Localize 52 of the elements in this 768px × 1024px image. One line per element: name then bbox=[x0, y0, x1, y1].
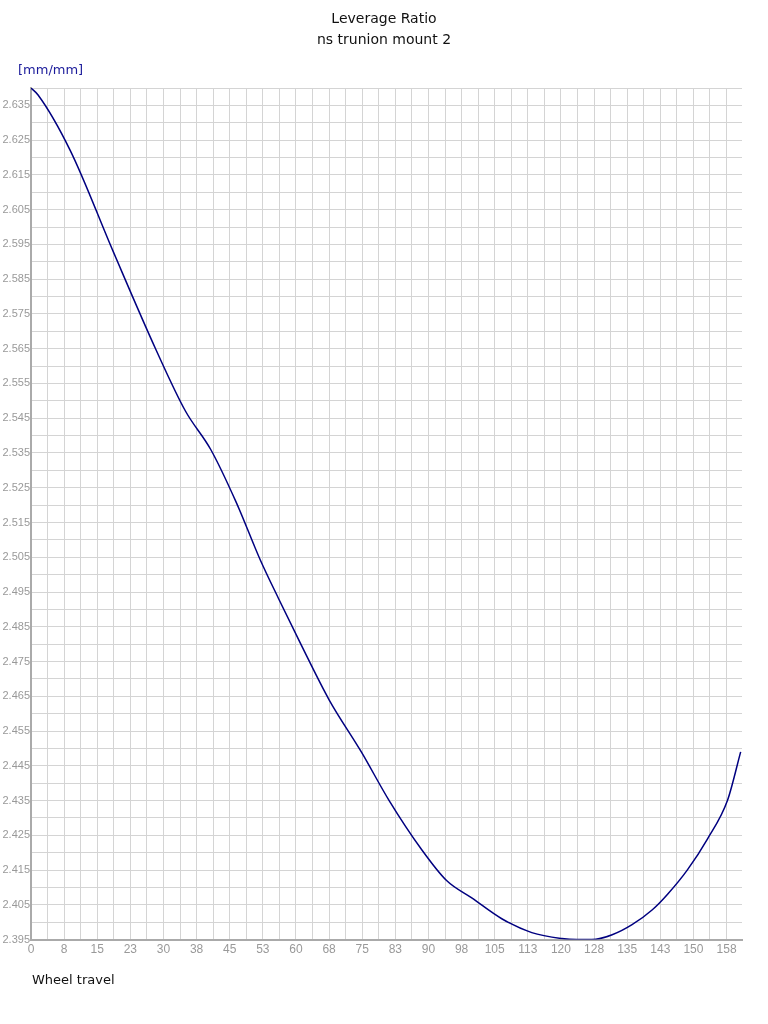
y-tick-label: 2.455 bbox=[2, 724, 30, 737]
chart-title: Leverage Ratio bbox=[330, 9, 438, 28]
y-tick-label: 2.495 bbox=[2, 585, 30, 598]
x-tick-label: 38 bbox=[189, 942, 204, 957]
y-tick-label: 2.425 bbox=[2, 828, 30, 841]
x-tick-label: 120 bbox=[550, 942, 572, 957]
y-tick-label: 2.535 bbox=[2, 446, 30, 458]
line-series bbox=[31, 88, 742, 940]
x-tick-label: 0 bbox=[27, 942, 35, 957]
y-tick-label: 2.525 bbox=[2, 480, 30, 493]
y-tick-label: 2.435 bbox=[2, 793, 30, 806]
x-tick-label: 90 bbox=[421, 942, 436, 957]
y-tick-label: 2.575 bbox=[2, 306, 30, 319]
x-tick-label: 75 bbox=[355, 942, 370, 957]
y-tick-label: 2.595 bbox=[2, 237, 30, 250]
y-tick-label: 2.565 bbox=[2, 341, 30, 354]
x-tick-label: 128 bbox=[584, 942, 605, 957]
x-tick-label: 150 bbox=[683, 942, 704, 957]
y-tick-label: 2.615 bbox=[2, 167, 30, 180]
y-tick-label: 2.445 bbox=[2, 758, 30, 771]
x-tick-label: 143 bbox=[650, 942, 671, 957]
x-tick-label: 135 bbox=[617, 942, 638, 957]
chart-subtitle: ns trunion mount 2 bbox=[315, 30, 453, 49]
x-tick-label: 83 bbox=[388, 942, 403, 957]
y-tick-label: 2.545 bbox=[2, 411, 30, 424]
x-tick-label: 30 bbox=[156, 942, 171, 957]
y-tick-label: 2.555 bbox=[2, 376, 30, 389]
x-tick-label: 53 bbox=[256, 942, 270, 957]
y-tick-label: 2.625 bbox=[2, 133, 30, 146]
y-tick-label: 2.465 bbox=[2, 689, 30, 702]
y-tick-label: 2.485 bbox=[2, 619, 30, 632]
y-tick-label: 2.505 bbox=[2, 550, 30, 563]
x-axis-title: Wheel travel bbox=[32, 972, 115, 987]
y-tick-label: 2.605 bbox=[2, 202, 30, 215]
x-tick-label: 158 bbox=[716, 942, 737, 957]
x-tick-label: 8 bbox=[60, 942, 68, 957]
y-tick-label: 2.515 bbox=[2, 515, 30, 528]
x-tick-label: 45 bbox=[223, 942, 237, 957]
x-tick-label: 15 bbox=[90, 942, 105, 957]
y-tick-label: 2.585 bbox=[2, 272, 30, 285]
y-tick-label: 2.635 bbox=[2, 98, 30, 111]
x-tick-label: 105 bbox=[484, 942, 506, 957]
x-tick-label: 23 bbox=[123, 942, 138, 957]
x-tick-label: 60 bbox=[289, 942, 303, 957]
y-tick-label: 2.415 bbox=[2, 863, 30, 876]
y-tick-label: 2.395 bbox=[2, 932, 30, 945]
y-tick-label: 2.475 bbox=[2, 654, 30, 667]
x-tick-label: 113 bbox=[518, 942, 538, 957]
y-axis-title: [mm/mm] bbox=[18, 62, 84, 77]
y-tick-label: 2.405 bbox=[2, 897, 30, 910]
x-tick-label: 98 bbox=[454, 942, 469, 957]
x-tick-label: 68 bbox=[322, 942, 337, 957]
